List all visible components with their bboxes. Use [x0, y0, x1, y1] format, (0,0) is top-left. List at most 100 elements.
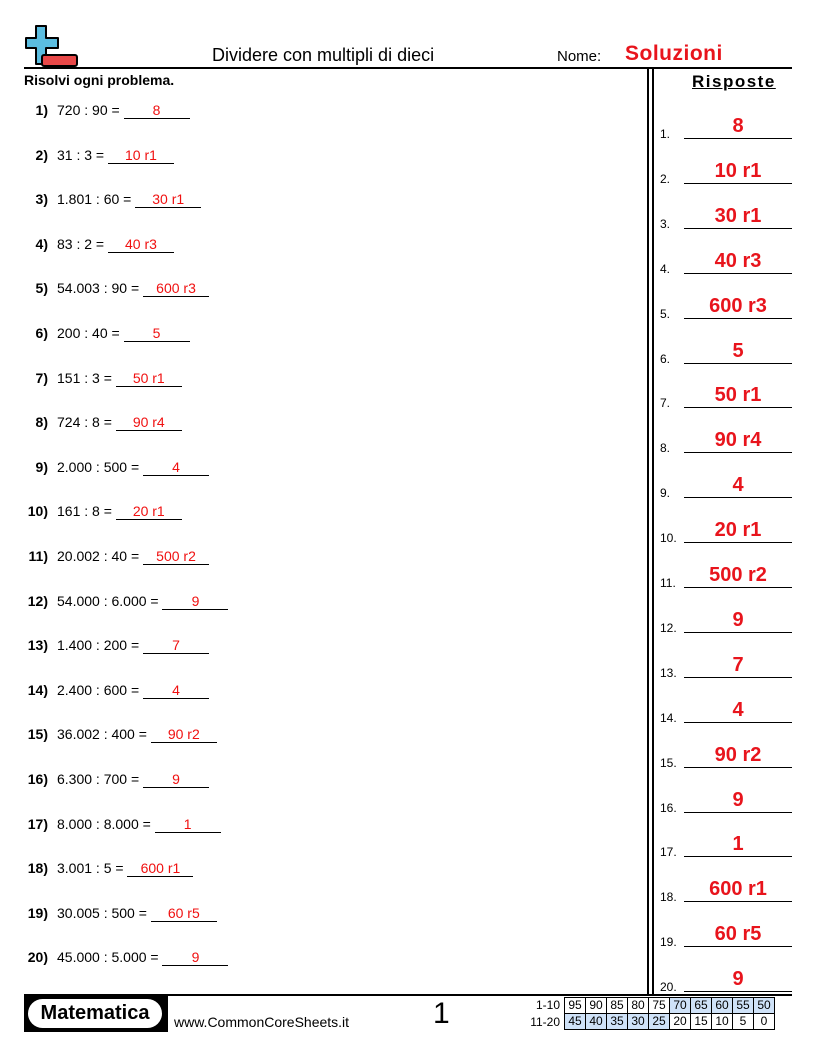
score-row-label: 11-20 — [530, 1015, 560, 1029]
problem-expression: 6.300 : 700 = — [57, 771, 140, 787]
problem-expression: 3.001 : 5 = — [57, 860, 124, 877]
answer-item: 1. 8 — [660, 116, 792, 141]
problem-item: 16) 6.300 : 700 = 9 — [24, 771, 210, 788]
answer-number: 4. — [660, 261, 671, 276]
answer-value: 9 — [684, 790, 792, 813]
score-cell: 40 — [585, 1013, 607, 1030]
problem-item: 7) 151 : 3 = 50 r1 — [24, 370, 182, 387]
score-cell: 90 — [585, 997, 607, 1014]
problem-answer: 90 r4 — [115, 414, 182, 432]
answer-value: 40 r3 — [684, 251, 792, 274]
answer-number: 1. — [660, 127, 671, 141]
answer-number: 16. — [660, 800, 677, 815]
problem-number: 8) — [35, 414, 48, 431]
problem-number: 10) — [27, 503, 48, 520]
site-link: www.CommonCoreSheets.it — [174, 1014, 350, 1030]
problem-item: 14) 2.400 : 600 = 4 — [24, 681, 210, 699]
problem-number: 19) — [27, 904, 48, 921]
problem-answer: 60 r5 — [150, 905, 217, 922]
answer-item: 9. 4 — [660, 475, 792, 501]
answer-value: 90 r2 — [684, 745, 792, 768]
answer-item: 8. 90 r4 — [660, 430, 792, 455]
problem-item: 9) 2.000 : 500 = 4 — [24, 458, 210, 476]
answer-value: 4 — [684, 475, 792, 499]
brand-badge: Matematica — [24, 996, 168, 1032]
problem-item: 3) 1.801 : 60 = 30 r1 — [24, 191, 202, 209]
answer-item: 7. 50 r1 — [660, 385, 792, 411]
problem-item: 10) 161 : 8 = 20 r1 — [24, 503, 182, 521]
problem-number: 9) — [35, 458, 48, 475]
score-row: 45 40 35 30 25 20 15 10 5 0 — [564, 1013, 775, 1030]
answer-value: 1 — [684, 834, 792, 858]
score-row-label: 1-10 — [535, 998, 560, 1012]
footer-rule — [24, 994, 792, 996]
problem-expression: 31 : 3 = — [57, 146, 105, 163]
problem-expression: 54.000 : 6.000 = — [57, 592, 159, 609]
score-cell: 30 — [627, 1013, 649, 1030]
problem-expression: 54.003 : 90 = — [57, 280, 140, 297]
problem-answer: 500 r2 — [143, 548, 210, 565]
worksheet-title: Dividere con multipli di dieci — [212, 45, 435, 65]
answer-item: 16. 9 — [660, 790, 792, 815]
answer-item: 5. 600 r3 — [660, 296, 792, 321]
problem-expression: 724 : 8 = — [57, 414, 112, 431]
problem-item: 20) 45.000 : 5.000 = 9 — [24, 949, 229, 967]
problem-number: 20) — [27, 949, 48, 966]
answer-number: 9. — [660, 486, 671, 501]
score-row: 95 90 85 80 75 70 65 60 55 50 — [564, 997, 775, 1014]
answer-item: 6. 5 — [660, 341, 792, 366]
score-cell: 35 — [606, 1013, 628, 1030]
answer-item: 18. 600 r1 — [660, 879, 792, 905]
problem-item: 1) 720 : 90 = 8 — [24, 102, 190, 119]
answer-number: 12. — [660, 620, 677, 635]
problem-answer: 9 — [162, 593, 229, 610]
answer-item: 10. 20 r1 — [660, 520, 792, 545]
answer-number: 18. — [660, 890, 677, 905]
name-label: Nome: — [557, 48, 602, 65]
answer-value: 500 r2 — [684, 565, 792, 588]
problem-number: 7) — [35, 369, 48, 386]
answer-number: 13. — [660, 665, 677, 680]
score-cell: 60 — [711, 997, 733, 1014]
problem-item: 2) 31 : 3 = 10 r1 — [24, 147, 174, 164]
answer-value: 600 r3 — [684, 296, 792, 319]
problem-number: 18) — [27, 860, 48, 877]
problem-item: 17) 8.000 : 8.000 = 1 — [24, 816, 221, 833]
answer-item: 2. 10 r1 — [660, 161, 792, 186]
problem-item: 5) 54.003 : 90 = 600 r3 — [24, 280, 210, 298]
answer-item: 3. 30 r1 — [660, 206, 792, 231]
problem-answer: 9 — [162, 949, 229, 967]
problem-answer: 5 — [123, 325, 190, 342]
score-cell: 75 — [648, 997, 670, 1014]
plus-minus-logo-icon — [25, 25, 78, 67]
score-cell: 85 — [606, 997, 628, 1014]
score-cell: 55 — [732, 997, 754, 1014]
problem-number: 1) — [35, 102, 48, 118]
problem-number: 6) — [35, 325, 48, 341]
score-cell: 45 — [564, 1013, 586, 1030]
answer-item: 19. 60 r5 — [660, 924, 792, 950]
problem-number: 15) — [27, 726, 48, 743]
answer-value: 90 r4 — [684, 430, 792, 454]
score-cell: 15 — [690, 1013, 712, 1030]
score-cell: 50 — [753, 997, 775, 1014]
problem-item: 6) 200 : 40 = 5 — [24, 325, 190, 342]
answer-number: 20. — [660, 980, 677, 995]
brand-label: Matematica — [28, 999, 162, 1028]
answer-number: 15. — [660, 755, 677, 770]
problem-answer: 10 r1 — [107, 147, 174, 164]
problem-expression: 2.000 : 500 = — [57, 458, 140, 475]
answer-value: 30 r1 — [684, 206, 792, 229]
answer-value: 5 — [684, 341, 792, 364]
answer-item: 12. 9 — [660, 610, 792, 635]
problem-answer: 20 r1 — [115, 503, 182, 521]
answer-value: 50 r1 — [684, 385, 792, 409]
problem-expression: 2.400 : 600 = — [57, 681, 140, 698]
problem-answer: 9 — [143, 771, 210, 788]
answer-number: 7. — [660, 396, 671, 411]
answer-value: 8 — [684, 116, 792, 139]
problem-expression: 151 : 3 = — [57, 369, 112, 386]
answer-number: 19. — [660, 935, 677, 950]
problem-expression: 30.005 : 500 = — [57, 904, 147, 921]
problem-item: 8) 724 : 8 = 90 r4 — [24, 414, 182, 432]
